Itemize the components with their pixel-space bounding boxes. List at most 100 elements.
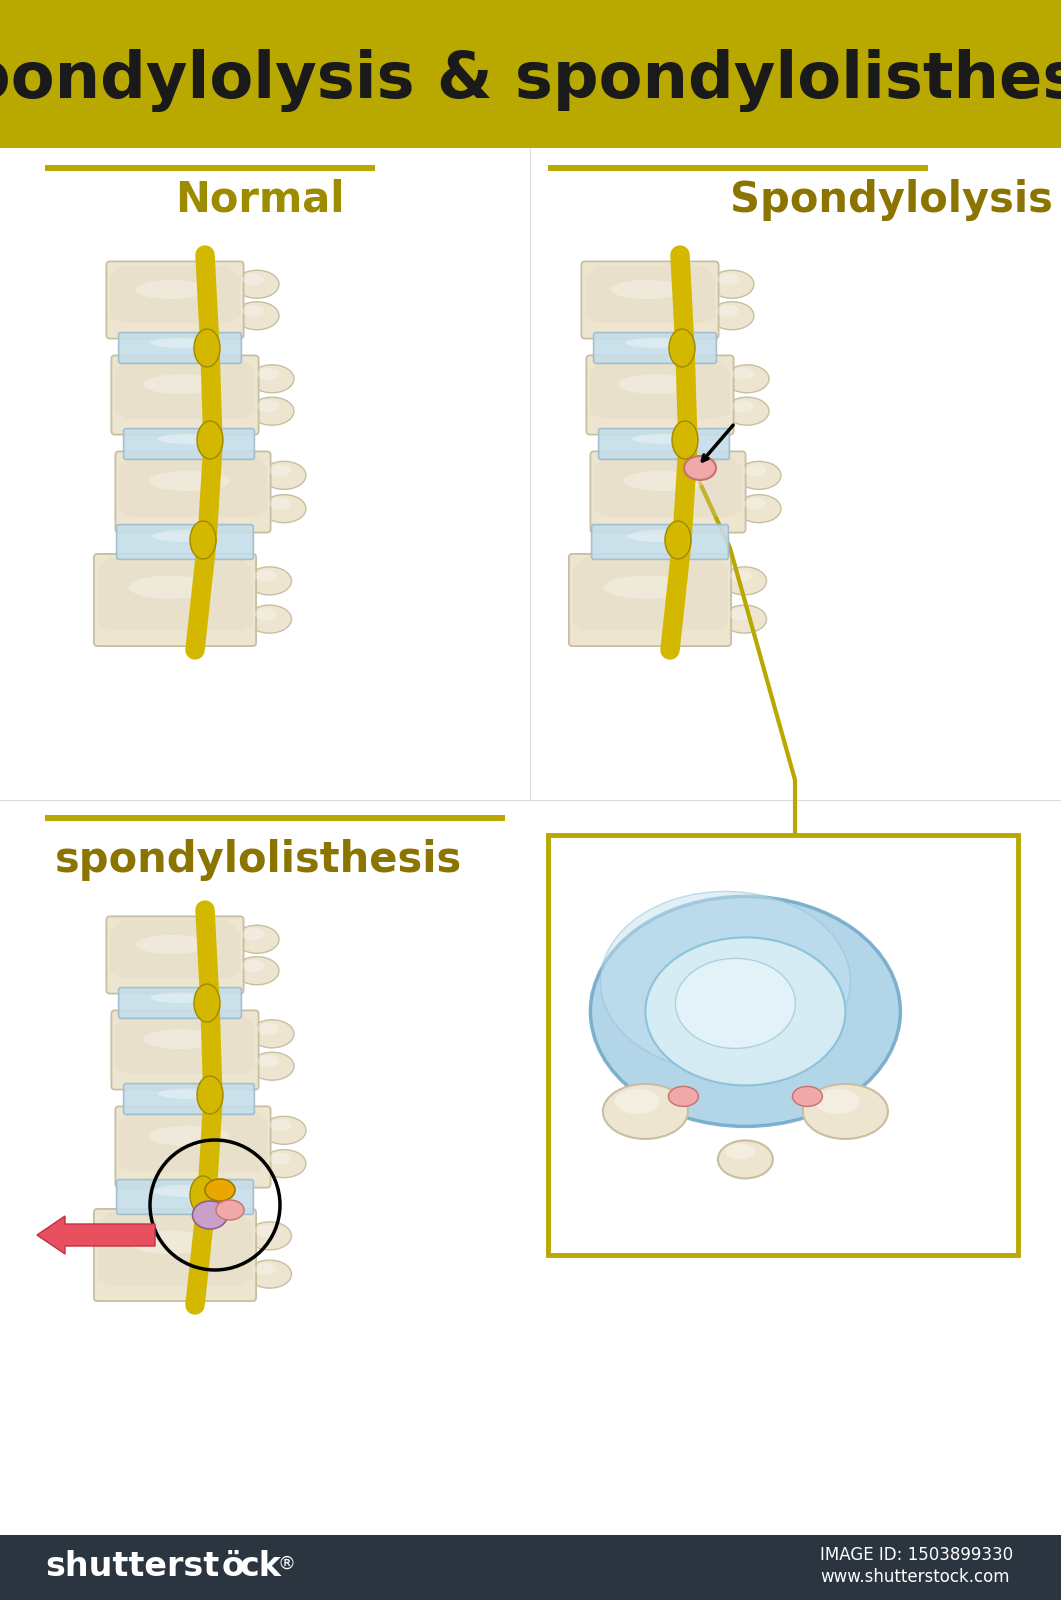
Ellipse shape: [242, 274, 264, 285]
Polygon shape: [573, 557, 728, 630]
Ellipse shape: [234, 270, 279, 298]
Ellipse shape: [611, 280, 682, 299]
Text: Spondylolysis & spondylolisthesis: Spondylolysis & spondylolisthesis: [0, 48, 1061, 112]
Ellipse shape: [143, 1029, 220, 1050]
Ellipse shape: [262, 494, 306, 523]
Ellipse shape: [136, 280, 208, 299]
Ellipse shape: [234, 957, 279, 984]
Ellipse shape: [590, 896, 901, 1126]
Ellipse shape: [793, 1086, 822, 1107]
FancyBboxPatch shape: [598, 429, 729, 459]
Ellipse shape: [269, 464, 291, 477]
Ellipse shape: [684, 456, 716, 480]
Ellipse shape: [190, 522, 216, 558]
FancyBboxPatch shape: [111, 355, 259, 435]
Ellipse shape: [149, 1126, 230, 1146]
Ellipse shape: [710, 270, 754, 298]
Ellipse shape: [618, 374, 695, 394]
Ellipse shape: [255, 1262, 277, 1275]
Ellipse shape: [726, 1144, 755, 1160]
Ellipse shape: [632, 434, 696, 443]
Ellipse shape: [257, 400, 279, 413]
Ellipse shape: [128, 1230, 213, 1254]
FancyBboxPatch shape: [590, 451, 746, 533]
Text: spondylolisthesis: spondylolisthesis: [55, 838, 463, 882]
Ellipse shape: [744, 498, 766, 510]
FancyBboxPatch shape: [592, 525, 729, 560]
FancyBboxPatch shape: [117, 525, 254, 560]
Text: www.shutterstock.com: www.shutterstock.com: [820, 1568, 1009, 1586]
Ellipse shape: [718, 1141, 772, 1178]
Ellipse shape: [815, 1090, 859, 1114]
Ellipse shape: [269, 1120, 291, 1131]
Ellipse shape: [672, 421, 698, 459]
Text: Spondylolysis: Spondylolysis: [730, 179, 1053, 221]
Ellipse shape: [615, 1090, 660, 1114]
Ellipse shape: [194, 984, 220, 1022]
Ellipse shape: [194, 330, 220, 366]
Ellipse shape: [250, 397, 294, 426]
FancyArrow shape: [37, 1216, 155, 1254]
Ellipse shape: [255, 570, 277, 582]
Ellipse shape: [197, 1075, 223, 1114]
Text: Normal: Normal: [175, 179, 345, 221]
Ellipse shape: [151, 992, 209, 1003]
Ellipse shape: [192, 1202, 227, 1229]
Ellipse shape: [152, 530, 218, 542]
Polygon shape: [590, 358, 730, 419]
Ellipse shape: [157, 434, 221, 443]
FancyBboxPatch shape: [111, 1011, 259, 1090]
Ellipse shape: [234, 302, 279, 330]
FancyBboxPatch shape: [106, 917, 244, 994]
Ellipse shape: [247, 566, 292, 595]
Polygon shape: [115, 1014, 255, 1074]
Ellipse shape: [604, 576, 689, 598]
Ellipse shape: [157, 1088, 221, 1099]
Polygon shape: [594, 454, 742, 517]
Ellipse shape: [262, 1150, 306, 1178]
Ellipse shape: [143, 374, 220, 394]
Bar: [45, 814, 505, 821]
FancyBboxPatch shape: [116, 451, 271, 533]
Ellipse shape: [242, 960, 264, 971]
Polygon shape: [98, 557, 253, 630]
Text: ö: ö: [222, 1550, 245, 1584]
Ellipse shape: [725, 397, 769, 426]
Ellipse shape: [247, 1261, 292, 1288]
Text: ®: ®: [278, 1555, 296, 1573]
Ellipse shape: [710, 302, 754, 330]
Ellipse shape: [250, 365, 294, 392]
Ellipse shape: [128, 576, 213, 598]
FancyBboxPatch shape: [106, 261, 244, 339]
Polygon shape: [115, 358, 255, 419]
Ellipse shape: [136, 934, 208, 954]
FancyBboxPatch shape: [581, 261, 718, 339]
Ellipse shape: [723, 566, 766, 595]
Ellipse shape: [668, 1086, 698, 1107]
Ellipse shape: [725, 365, 769, 392]
Ellipse shape: [269, 1152, 291, 1165]
Ellipse shape: [624, 470, 705, 491]
Bar: [0, 0, 1061, 149]
Ellipse shape: [732, 368, 754, 379]
Bar: [0, 1534, 1061, 1600]
Polygon shape: [585, 266, 715, 323]
Bar: [547, 165, 928, 171]
Ellipse shape: [723, 605, 766, 634]
FancyBboxPatch shape: [117, 1179, 254, 1214]
Ellipse shape: [149, 470, 230, 491]
Ellipse shape: [216, 1200, 244, 1219]
Ellipse shape: [190, 1176, 216, 1214]
Ellipse shape: [737, 494, 781, 523]
Polygon shape: [98, 1213, 253, 1285]
Text: IMAGE ID: 1503899330: IMAGE ID: 1503899330: [820, 1546, 1013, 1565]
Ellipse shape: [676, 958, 796, 1048]
Ellipse shape: [730, 570, 751, 582]
Ellipse shape: [242, 928, 264, 941]
Ellipse shape: [234, 925, 279, 954]
Ellipse shape: [669, 330, 695, 366]
Ellipse shape: [257, 368, 279, 379]
Ellipse shape: [665, 522, 691, 558]
Ellipse shape: [247, 1222, 292, 1250]
Ellipse shape: [262, 461, 306, 490]
